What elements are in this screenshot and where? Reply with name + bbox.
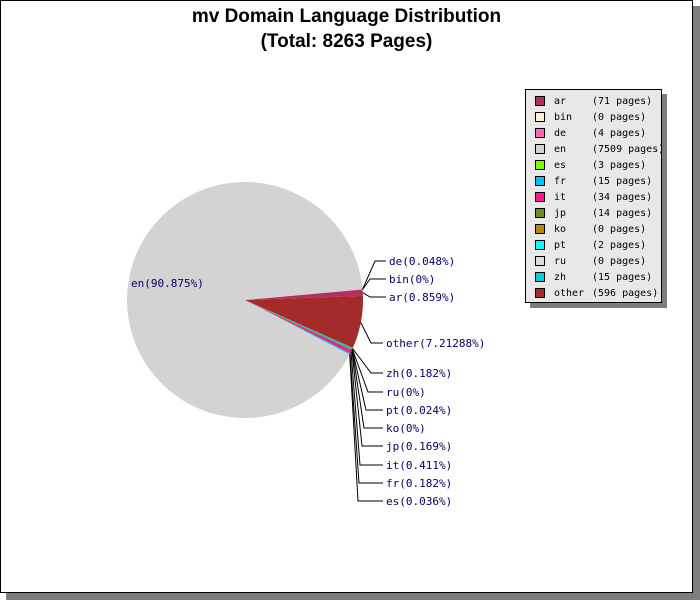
legend-name: es [554,160,567,171]
legend-name: fr [554,176,567,187]
legend-item-zh: zh (15 pages) [535,271,652,285]
frame-shadow-right [693,6,700,600]
pie-chart: ar(0.859%) bin(0%) de(0.048%) en(90.875%) es… [126,181,485,508]
legend-count: (0 pages) [592,112,647,123]
slice-label-fr: fr(0.182%) [386,477,452,490]
legend-swatch [535,176,545,186]
leader-line-pt [351,349,383,411]
pie-slice-other [245,295,364,348]
legend-count: (3 pages) [592,160,647,171]
pie-slice-fr [245,300,351,355]
legend-count: (15 pages) [592,272,653,283]
leader-line-bin [362,278,386,290]
legend-swatch [535,240,545,250]
legend-name: de [554,128,567,139]
legend-swatch [535,224,545,234]
legend-name: pt [554,240,567,251]
slice-label-ru: ru(0%) [386,386,426,399]
legend-swatch [535,112,545,122]
legend: ar (71 pages) bin (0 pages) de (4 pages) en (75… [525,89,664,303]
legend-item-es: es (3 pages) [535,159,646,173]
frame-shadow-bottom [6,593,700,600]
pie-slice-en [126,181,363,418]
chart-title-line1: mv Domain Language Distribution [191,6,502,27]
slice-label-de: de(0.048%) [389,255,455,268]
legend-name: it [554,192,567,203]
legend-item-jp: jp (14 pages) [535,207,652,221]
legend-item-en: en (7509 pages) [535,143,664,157]
chart-title-line2: (Total: 8263 Pages) [260,31,433,52]
legend-item-ru: ru (0 pages) [535,255,646,269]
legend-swatch [535,144,545,154]
leader-line-other [360,322,383,344]
slice-label-ar: ar(0.859%) [389,291,455,304]
slice-label-zh: zh(0.182%) [386,367,452,380]
leader-line-es [349,354,383,502]
slice-label-es: es(0.036%) [386,495,452,508]
legend-name: en [554,144,567,155]
legend-swatch [535,256,545,266]
slice-label-jp: jp(0.169%) [386,440,452,453]
pie-slice-jp [245,300,353,351]
pie-slice-es [245,300,350,355]
legend-count: (0 pages) [592,224,647,235]
legend-swatch [535,128,545,138]
slice-label-it: it(0.411%) [386,459,452,472]
legend-count: (0 pages) [592,256,647,267]
legend-item-it: it (34 pages) [535,191,652,205]
legend-item-fr: fr (15 pages) [535,175,652,189]
legend-count: (7509 pages) [592,144,665,155]
legend-count: (71 pages) [592,96,653,107]
leader-line-de [362,260,386,290]
legend-count: (596 pages) [592,288,659,299]
legend-swatch [535,272,545,282]
legend-swatch [535,160,545,170]
chart-title: mv Domain Language Distribution (Total: … [0,4,693,54]
legend-count: (4 pages) [592,128,647,139]
slice-label-bin: bin(0%) [389,273,435,286]
legend-count: (34 pages) [592,192,653,203]
pie-slice-de [245,289,363,300]
legend-count: (15 pages) [592,176,653,187]
legend-item-ko: ko (0 pages) [535,223,646,237]
legend-count: (14 pages) [592,208,653,219]
legend-item-pt: pt (2 pages) [535,239,646,253]
leader-line-ru [351,348,383,393]
legend-name: ko [554,224,567,235]
legend-swatch [535,192,545,202]
leader-line-ko [351,349,383,429]
legend-item-de: de (4 pages) [535,127,646,141]
pie-slice-zh [245,300,353,350]
pie-slice-ar [245,289,363,300]
pie-slice-it [245,300,352,354]
legend-swatch [535,208,545,218]
leader-line-ar [362,292,386,298]
legend-name: jp [554,208,567,219]
legend-swatch [535,96,545,106]
legend-name: other [554,288,585,299]
legend-name: ru [554,256,567,267]
leader-line-it [350,351,383,466]
pie-slice-pt [245,300,353,350]
legend-name: zh [554,272,567,283]
legend-item-ar: ar (71 pages) [535,95,652,109]
legend-swatch [535,288,545,298]
leader-line-zh [352,348,383,374]
legend-name: ar [554,96,567,107]
slice-label-other: other(7.21288%) [386,337,485,350]
leader-line-jp [351,349,383,447]
slice-label-ko: ko(0%) [386,422,426,435]
leader-line-fr [349,353,383,484]
legend-count: (2 pages) [592,240,647,251]
legend-name: bin [554,112,573,123]
slice-label-pt: pt(0.024%) [386,404,452,417]
legend-item-bin: bin (0 pages) [535,111,646,125]
slice-label-en: en(90.875%) [131,277,204,290]
legend-item-other: other (596 pages) [535,287,658,301]
